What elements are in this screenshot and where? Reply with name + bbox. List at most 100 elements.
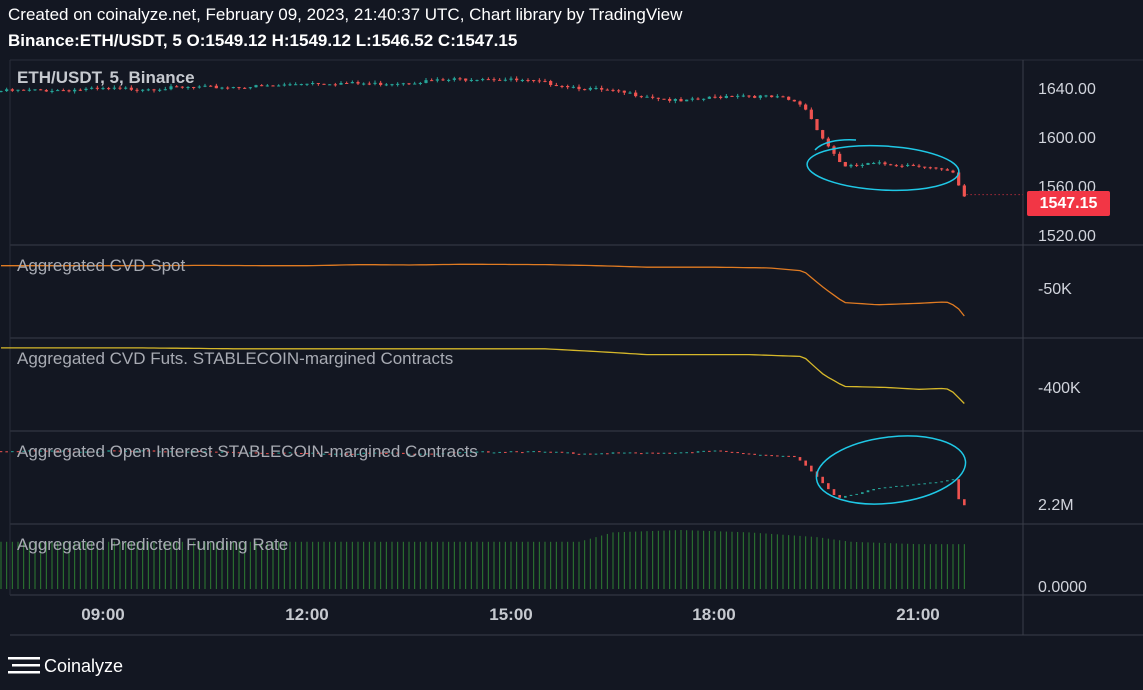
oi-candle bbox=[385, 453, 388, 455]
candle bbox=[571, 86, 575, 88]
candle bbox=[707, 96, 711, 99]
oi-candle bbox=[345, 453, 348, 455]
candle bbox=[605, 89, 609, 91]
candle bbox=[424, 80, 428, 83]
oi-candle bbox=[753, 453, 756, 455]
oi-candle bbox=[322, 453, 326, 455]
candle bbox=[877, 162, 881, 164]
oi-candle bbox=[946, 480, 949, 482]
oi-candle bbox=[294, 452, 297, 454]
oi-candle bbox=[317, 452, 320, 454]
cvd-spot-line bbox=[1, 263, 965, 317]
candle bbox=[282, 84, 286, 86]
candle bbox=[22, 89, 26, 91]
candle bbox=[577, 86, 581, 90]
candle bbox=[923, 166, 927, 168]
oi-candle bbox=[691, 452, 694, 454]
candle bbox=[0, 91, 3, 93]
oi-candle bbox=[566, 452, 569, 454]
candle bbox=[50, 90, 54, 92]
oi-candle bbox=[339, 453, 343, 455]
candle bbox=[951, 170, 955, 173]
candle bbox=[452, 78, 456, 80]
candle bbox=[231, 87, 235, 89]
candle bbox=[554, 85, 558, 87]
oi-candle bbox=[356, 453, 360, 455]
oi-candle bbox=[220, 451, 224, 453]
oi-candle bbox=[844, 495, 847, 498]
oi-candle bbox=[447, 452, 450, 454]
oi-candle bbox=[923, 483, 926, 485]
oi-candle bbox=[742, 453, 745, 455]
oi-candle bbox=[668, 452, 671, 454]
oi-candle bbox=[628, 452, 632, 454]
header-created-line: Created on coinalyze.net, February 09, 2… bbox=[8, 5, 683, 24]
oi-candle bbox=[929, 482, 932, 484]
y-tick-label: 2.2M bbox=[1038, 497, 1074, 514]
candle bbox=[112, 87, 116, 89]
candle bbox=[209, 85, 213, 87]
oi-candle bbox=[464, 451, 467, 453]
oi-candle bbox=[532, 451, 535, 453]
oi-candle bbox=[62, 450, 65, 452]
candle bbox=[673, 99, 677, 101]
oi-candle bbox=[266, 453, 269, 455]
candle bbox=[271, 85, 275, 87]
oi-candle bbox=[288, 452, 292, 454]
oi-candle bbox=[419, 453, 422, 455]
annotation-ellipse bbox=[806, 144, 960, 192]
oi-candle bbox=[368, 452, 371, 454]
candle bbox=[464, 78, 468, 81]
candle bbox=[367, 83, 371, 85]
candle bbox=[639, 96, 643, 98]
candle bbox=[651, 96, 655, 98]
candle bbox=[124, 87, 128, 89]
candle bbox=[656, 97, 660, 99]
oi-candle bbox=[283, 452, 286, 454]
candle bbox=[129, 87, 133, 90]
oi-candle bbox=[181, 451, 184, 453]
oi-candle bbox=[538, 451, 541, 453]
candle bbox=[945, 169, 949, 171]
oi-candle bbox=[487, 451, 490, 453]
candle bbox=[265, 85, 269, 87]
oi-candle bbox=[277, 452, 280, 454]
candle bbox=[44, 90, 48, 92]
oi-candle bbox=[838, 494, 841, 498]
candle bbox=[384, 84, 388, 86]
oi-candle bbox=[747, 453, 751, 455]
candle bbox=[594, 87, 598, 89]
oi-candle bbox=[623, 452, 626, 454]
oi-candle bbox=[543, 451, 547, 453]
candle bbox=[753, 96, 757, 98]
oi-candle bbox=[906, 485, 909, 487]
oi-candle bbox=[611, 452, 615, 454]
candle bbox=[328, 84, 332, 86]
cvd-futs-line bbox=[1, 347, 965, 404]
annotation-ellipse bbox=[815, 435, 967, 505]
candle bbox=[736, 95, 740, 97]
oi-candle bbox=[713, 450, 717, 452]
candle bbox=[486, 79, 490, 81]
oi-candle bbox=[96, 451, 99, 453]
oi-candle bbox=[475, 451, 479, 453]
candle bbox=[713, 96, 717, 98]
candle bbox=[362, 83, 366, 85]
oi-candle bbox=[770, 455, 773, 457]
brand[interactable]: Coinalyze bbox=[8, 655, 123, 677]
candle bbox=[243, 87, 247, 89]
candle bbox=[962, 185, 966, 197]
oi-candle bbox=[594, 453, 598, 455]
candle bbox=[685, 99, 689, 102]
oi-candle bbox=[521, 452, 524, 454]
oi-candle bbox=[118, 450, 122, 452]
candle bbox=[900, 165, 904, 167]
oi-candle bbox=[515, 451, 518, 453]
candle bbox=[220, 87, 224, 89]
oi-candle bbox=[147, 450, 150, 452]
hamburger-menu-icon[interactable] bbox=[8, 655, 42, 677]
candle bbox=[333, 84, 337, 86]
candle bbox=[498, 79, 502, 81]
oi-candle bbox=[254, 452, 258, 454]
